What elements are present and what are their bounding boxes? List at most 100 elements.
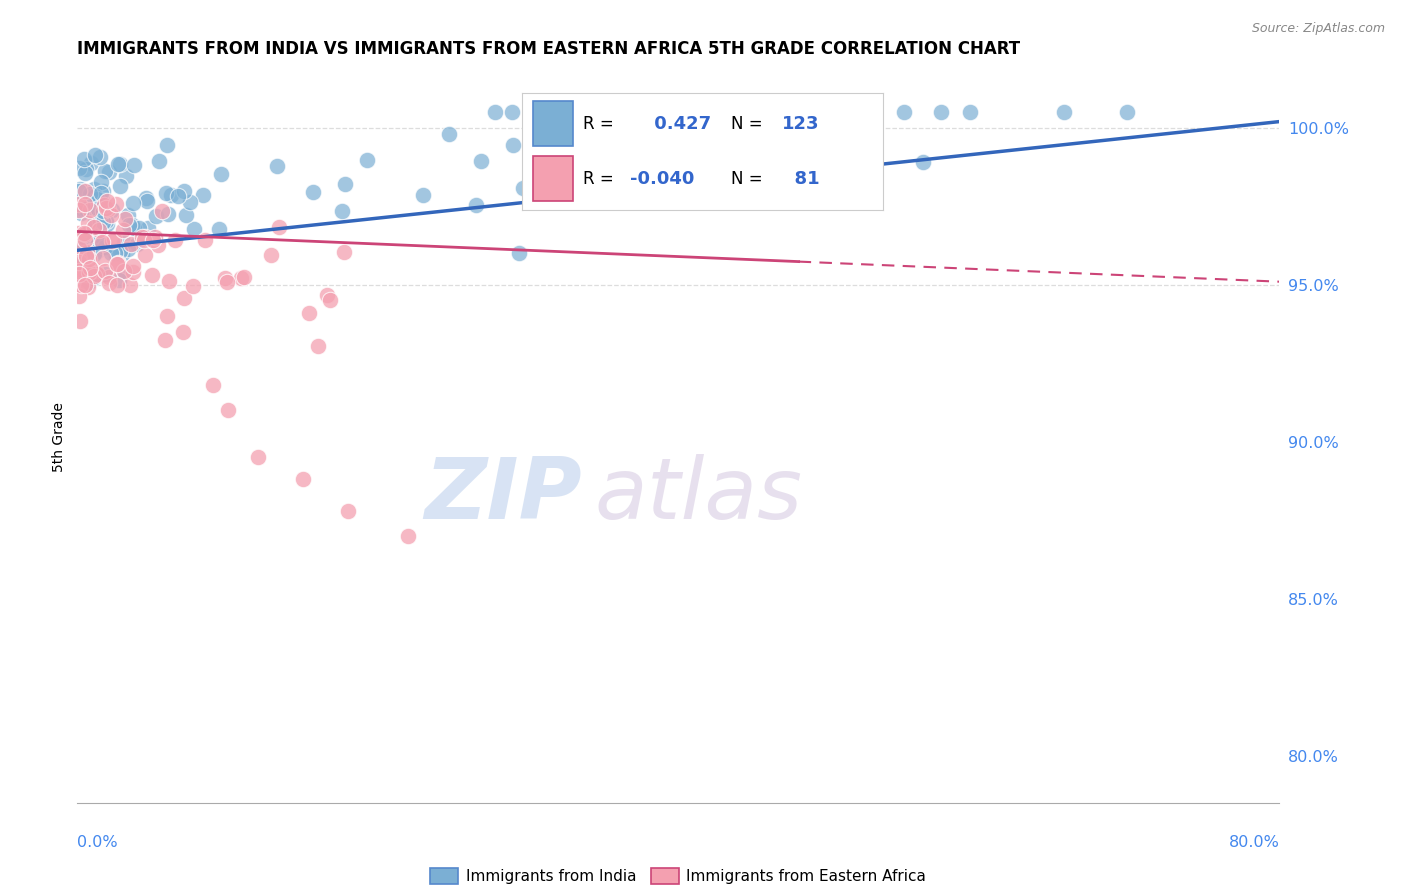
Point <box>396 529 419 543</box>
Point <box>76 245 98 260</box>
Point <box>508 246 530 260</box>
Point <box>77 252 100 266</box>
Point <box>67 161 90 175</box>
Point <box>80 189 103 203</box>
Point <box>464 198 486 212</box>
Point <box>135 194 157 209</box>
Point <box>77 279 100 293</box>
Point <box>172 325 194 339</box>
Point <box>132 233 155 247</box>
FancyBboxPatch shape <box>533 156 572 201</box>
Point <box>173 184 195 198</box>
Point <box>75 227 97 241</box>
Point <box>181 279 204 293</box>
Point <box>127 237 149 252</box>
Point <box>89 175 111 189</box>
Point <box>148 154 170 169</box>
Point <box>75 161 97 176</box>
Point <box>89 150 111 164</box>
Point <box>73 267 96 281</box>
Point <box>112 235 135 250</box>
Point <box>157 274 180 288</box>
Point <box>80 239 103 253</box>
Text: -0.040: -0.040 <box>630 169 695 187</box>
Point <box>90 241 112 255</box>
Point <box>91 251 114 265</box>
Point <box>122 259 145 273</box>
Point <box>665 105 688 120</box>
Point <box>83 269 105 284</box>
Point <box>90 217 112 231</box>
Point <box>72 244 94 258</box>
Point <box>163 233 186 247</box>
Point <box>87 202 110 216</box>
Text: atlas: atlas <box>595 454 803 537</box>
Point <box>76 215 98 229</box>
Point <box>118 218 141 232</box>
Point <box>141 268 163 282</box>
Point <box>75 202 97 217</box>
Point <box>316 288 339 302</box>
Point <box>111 223 134 237</box>
Point <box>121 218 143 232</box>
Point <box>720 115 742 129</box>
Point <box>105 277 128 292</box>
Point <box>83 189 105 203</box>
Point <box>84 262 107 277</box>
Text: R =: R = <box>583 115 614 133</box>
Point <box>439 128 461 142</box>
Text: 0.0%: 0.0% <box>77 836 118 850</box>
Point <box>193 188 215 202</box>
Point <box>146 238 169 252</box>
Point <box>73 233 96 247</box>
Point <box>73 226 96 240</box>
Point <box>183 222 205 236</box>
Point <box>76 246 98 260</box>
Point <box>911 155 934 169</box>
Point <box>664 155 686 169</box>
Point <box>79 203 101 218</box>
Text: 80.0%: 80.0% <box>1229 836 1279 850</box>
Text: N =: N = <box>731 169 763 187</box>
Point <box>412 187 434 202</box>
Point <box>330 204 353 219</box>
Point <box>75 278 97 293</box>
Point <box>156 137 179 152</box>
Point <box>98 165 121 179</box>
Point <box>333 244 356 259</box>
Point <box>69 314 91 328</box>
Point <box>86 244 108 259</box>
Text: N =: N = <box>731 115 763 133</box>
Point <box>83 220 105 235</box>
Point <box>536 116 558 130</box>
Point <box>89 268 111 282</box>
Point <box>75 249 97 263</box>
Point <box>112 264 135 278</box>
Point <box>86 192 108 206</box>
Point <box>79 264 101 278</box>
Point <box>217 403 239 417</box>
Point <box>94 268 117 282</box>
Point <box>104 246 127 260</box>
Point <box>83 182 105 196</box>
Point <box>717 105 740 120</box>
Point <box>67 255 90 269</box>
Point <box>94 206 117 220</box>
Point <box>150 203 173 218</box>
Point <box>89 214 111 228</box>
Point <box>1053 105 1076 120</box>
Point <box>266 159 288 173</box>
Point <box>267 219 290 234</box>
Point <box>98 270 121 285</box>
Point <box>77 227 100 242</box>
Point <box>502 137 524 152</box>
Point <box>108 273 131 287</box>
Point <box>128 221 150 235</box>
Point <box>97 202 120 217</box>
Point <box>107 157 129 171</box>
Point <box>108 157 131 171</box>
Point <box>91 215 114 229</box>
Point <box>145 209 167 223</box>
Point <box>134 230 156 244</box>
Point <box>501 105 523 120</box>
